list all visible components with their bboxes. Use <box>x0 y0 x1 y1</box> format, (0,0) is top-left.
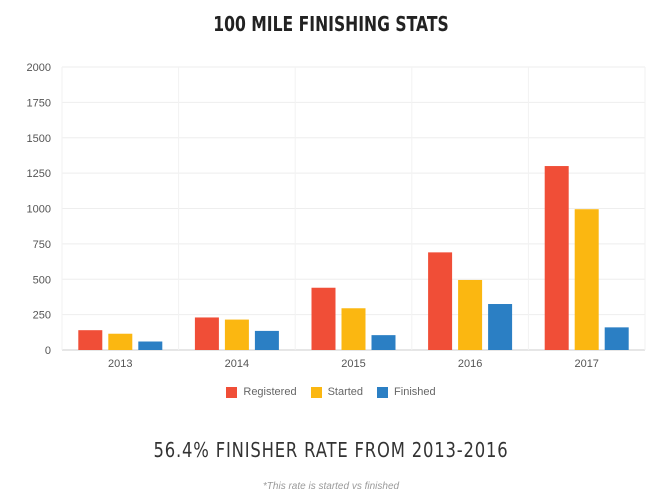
bar-started-2017 <box>574 209 599 350</box>
y-tick-label: 1500 <box>27 133 51 145</box>
legend-label: Registered <box>243 386 297 398</box>
y-tick-label: 1750 <box>27 97 51 109</box>
bar-started-2016 <box>458 279 483 350</box>
bar-registered-2015 <box>311 287 336 350</box>
bar-finished-2016 <box>488 304 513 350</box>
y-tick-label: 2000 <box>27 62 51 74</box>
x-tick-label: 2016 <box>458 358 482 370</box>
bar-finished-2015 <box>371 335 396 350</box>
y-axis-labels: 0 250 500 750 1000 1250 1500 1750 2000 <box>27 62 51 357</box>
y-tick-label: 1000 <box>27 204 51 216</box>
legend-item-started[interactable]: Started <box>310 386 364 398</box>
y-tick-label: 750 <box>33 239 51 251</box>
finisher-rate-headline: 56.4% FINISHER RATE FROM 2013-2016 <box>153 438 509 462</box>
bar-registered-2016 <box>428 252 453 350</box>
x-tick-label: 2013 <box>108 358 132 370</box>
legend-swatch <box>377 386 389 398</box>
y-tick-label: 1250 <box>27 168 51 180</box>
footnote: *This rate is started vs finished <box>262 481 400 492</box>
bar-finished-2017 <box>604 327 629 350</box>
legend-swatch <box>310 386 322 398</box>
x-tick-label: 2015 <box>341 358 365 370</box>
legend-label: Finished <box>394 386 436 398</box>
legend-label: Started <box>327 386 364 398</box>
chart-title: 100 MILE FINISHING STATS <box>213 12 449 36</box>
y-tick-label: 500 <box>33 274 51 286</box>
bar-started-2013 <box>108 333 133 350</box>
chart-legend: Registered Started Finished <box>0 386 662 398</box>
y-tick-label: 0 <box>45 345 51 357</box>
bar-finished-2014 <box>254 330 279 350</box>
bar-registered-2013 <box>78 330 103 350</box>
bar-registered-2017 <box>544 166 569 350</box>
y-tick-label: 250 <box>33 310 51 322</box>
x-tick-label: 2017 <box>574 358 598 370</box>
bar-started-2015 <box>341 308 366 350</box>
bar-layer <box>78 166 629 350</box>
grid-layer <box>61 66 646 351</box>
bar-finished-2013 <box>138 341 163 350</box>
bar-started-2014 <box>224 319 249 350</box>
legend-item-finished[interactable]: Finished <box>377 386 436 398</box>
legend-swatch <box>226 386 238 398</box>
legend-item-registered[interactable]: Registered <box>226 386 297 398</box>
bar-registered-2014 <box>194 317 219 350</box>
x-tick-label: 2014 <box>225 358 249 370</box>
x-axis-labels: 2013 2014 2015 2016 2017 <box>108 358 599 370</box>
